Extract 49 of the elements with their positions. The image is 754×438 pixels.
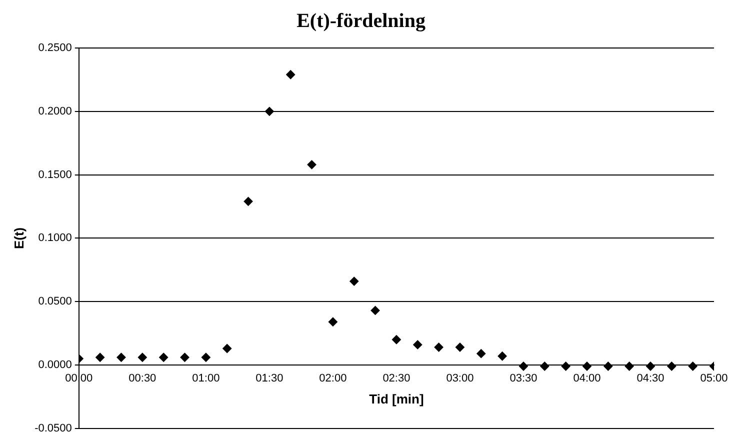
x-tick-label: 01:00 (192, 372, 220, 385)
x-tick-label: 01:30 (256, 372, 284, 385)
y-tick-label: -0.0500 (34, 422, 72, 434)
point (201, 352, 210, 362)
chart-title: E(t)-fördelning (296, 10, 426, 32)
point (180, 352, 190, 362)
point (582, 362, 592, 371)
point (540, 362, 550, 371)
point (159, 352, 168, 362)
x-tick-label: 02:00 (319, 372, 347, 385)
point (667, 362, 676, 371)
point (244, 196, 253, 206)
x-tick-label: 02:30 (382, 372, 410, 385)
x-tick-label: 00:30 (128, 372, 156, 385)
x-tick-label: 04:00 (573, 372, 601, 385)
point (498, 352, 507, 361)
point (370, 306, 380, 315)
point (518, 362, 528, 371)
y-tick-label: 0.2000 (38, 105, 72, 118)
x-tick-label: 03:00 (446, 372, 474, 385)
y-tick-label: 0.2500 (38, 42, 72, 54)
point (96, 352, 105, 362)
y-tick-label: 0.0000 (38, 359, 72, 372)
point (561, 362, 570, 371)
point (350, 276, 359, 286)
y-axis-title: E(t) (11, 227, 26, 250)
point (624, 362, 634, 371)
x-axis-title: Tid [min] (369, 392, 424, 407)
x-tick-label: 04:30 (636, 372, 664, 385)
point (328, 317, 338, 326)
point (286, 70, 296, 80)
point (476, 349, 486, 358)
y-tick-label: 0.1500 (38, 168, 72, 181)
point (116, 352, 126, 362)
y-tick-label: 0.1000 (38, 232, 72, 244)
point (138, 352, 147, 362)
point (392, 335, 401, 344)
point (222, 344, 232, 354)
point (604, 362, 613, 371)
point (434, 342, 444, 352)
x-tick-label: 03:30 (510, 372, 538, 385)
point (264, 106, 274, 116)
y-tick-label: 0.0500 (38, 296, 72, 308)
point (307, 160, 316, 170)
point (413, 340, 422, 350)
x-tick-label: 05:00 (700, 372, 728, 385)
point (688, 362, 698, 371)
point (646, 362, 655, 371)
point (455, 342, 464, 352)
